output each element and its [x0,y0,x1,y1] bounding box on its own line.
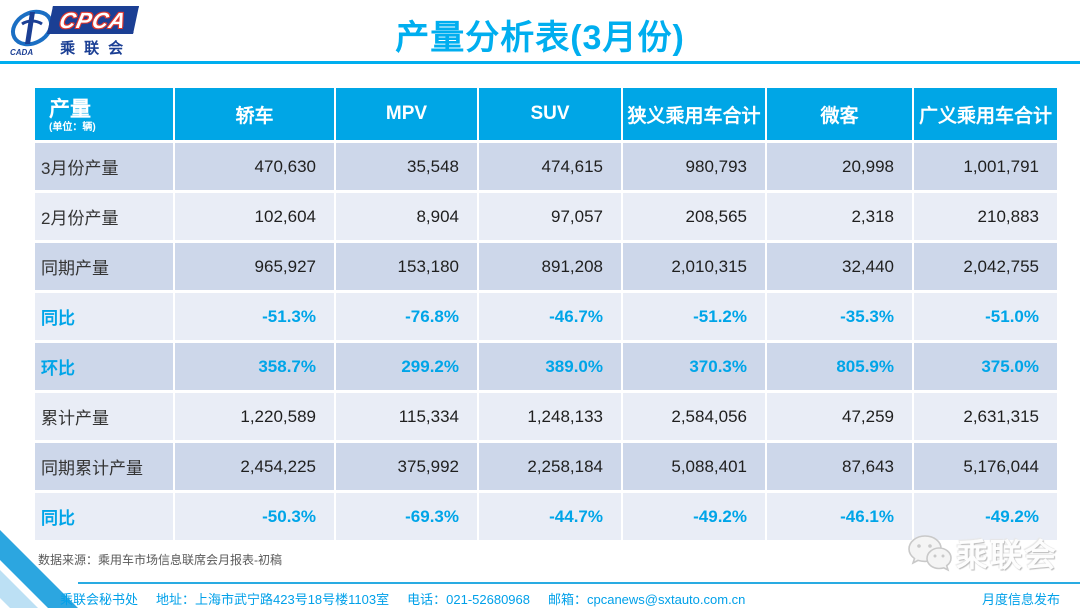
header-cell: 微客 [767,88,912,140]
row-label: 2月份产量 [35,193,173,240]
table-cell: -46.7% [479,293,621,340]
table-cell: 1,248,133 [479,393,621,440]
table-cell: 370.3% [623,343,765,390]
row-label: 同比 [35,493,173,540]
production-table: 产量 (单位：辆) 轿车 MPV SUV 狭义乘用车合计 微客 广义乘用车合计 … [33,85,1059,543]
logo-cn-name: 乘联会 [60,39,133,57]
table-cell: 2,010,315 [623,243,765,290]
table-cell: -51.0% [914,293,1057,340]
table-cell: -50.3% [175,493,334,540]
table-cell: 389.0% [479,343,621,390]
table-cell: 208,565 [623,193,765,240]
table-cell: 2,584,056 [623,393,765,440]
phone: 电话：021-52680968 [407,592,530,607]
table-row: 同比 -50.3% -69.3% -44.7% -49.2% -46.1% -49.2% [35,493,1057,540]
unit-note: (单位：辆) [49,121,96,133]
table-cell: 210,883 [914,193,1057,240]
table-cell: -51.3% [175,293,334,340]
header-cell: 轿车 [175,88,334,140]
table-cell: 102,604 [175,193,334,240]
table-cell: 153,180 [336,243,477,290]
table-cell: -46.1% [767,493,912,540]
table-cell: 891,208 [479,243,621,290]
table-cell: 32,440 [767,243,912,290]
table-cell: 8,904 [336,193,477,240]
table-cell: -69.3% [336,493,477,540]
address: 地址：上海市武宁路423号18号楼1103室 [156,592,390,607]
table-cell: 299.2% [336,343,477,390]
page-header: CADA CPCA 乘联会 产量分析表(3月份) [0,0,1080,62]
row-label: 3月份产量 [35,143,173,190]
table-header: 产量 (单位：辆) 轿车 MPV SUV 狭义乘用车合计 微客 广义乘用车合计 [35,88,1057,140]
contact-info: 乘联会秘书处 地址：上海市武宁路423号18号楼1103室 电话：021-526… [60,589,745,608]
row-label: 累计产量 [35,393,173,440]
table-cell: -44.7% [479,493,621,540]
footer-divider [78,582,1080,584]
row-label: 同期累计产量 [35,443,173,490]
table-cell: 87,643 [767,443,912,490]
table-row: 同期累计产量 2,454,225 375,992 2,258,184 5,088,401… [35,443,1057,490]
table-cell: -76.8% [336,293,477,340]
table-cell: 980,793 [623,143,765,190]
table-cell: 470,630 [175,143,334,190]
table-cell: 47,259 [767,393,912,440]
watermark-text: 乘联会 [955,537,1058,573]
title-divider [0,61,1080,64]
table-cell: 2,631,315 [914,393,1057,440]
org-name: 乘联会秘书处 [60,592,139,607]
wechat-watermark: 乘联会 [906,530,1058,576]
header-cell: MPV [336,88,477,140]
table-cell: 805.9% [767,343,912,390]
table-cell: 474,615 [479,143,621,190]
table-row: 2月份产量 102,604 8,904 97,057 208,565 2,318 210,8… [35,193,1057,240]
table-row: 环比 358.7% 299.2% 389.0% 370.3% 805.9% 375.0% [35,343,1057,390]
table-cell: -49.2% [623,493,765,540]
table-cell: 2,454,225 [175,443,334,490]
table-cell: 375,992 [336,443,477,490]
table-cell: 965,927 [175,243,334,290]
footer-bar: 乘联会秘书处 地址：上海市武宁路423号18号楼1103室 电话：021-526… [60,589,1060,608]
header-cell: SUV [479,88,621,140]
table-cell: 97,057 [479,193,621,240]
header-cell: 广义乘用车合计 [914,88,1057,140]
table-row: 同期产量 965,927 153,180 891,208 2,010,315 32,440… [35,243,1057,290]
table-cell: 2,318 [767,193,912,240]
table-cell: -35.3% [767,293,912,340]
table-cell: 1,220,589 [175,393,334,440]
page-title: 产量分析表(3月份) [395,19,685,57]
cpca-logo: CADA CPCA 乘联会 [8,4,173,60]
row-label: 同比 [35,293,173,340]
table-cell: 2,258,184 [479,443,621,490]
corner-stripes-decoration [0,530,78,608]
corner-label: 产量 [49,98,91,122]
emblem-text: CADA [10,48,33,57]
table-cell: -51.2% [623,293,765,340]
wechat-icon [908,535,952,572]
data-source-note: 数据来源：乘用车市场信息联席会月报表-初稿 [38,553,282,567]
email: 邮箱：cpcanews@sxtauto.com.cn [547,592,746,607]
table-cell: 5,176,044 [914,443,1057,490]
table-cell: 35,548 [336,143,477,190]
table-cell: 375.0% [914,343,1057,390]
table-cell: 115,334 [336,393,477,440]
header-cell: 狭义乘用车合计 [623,88,765,140]
table-body: 3月份产量 470,630 35,548 474,615 980,793 20,998 1,… [35,143,1057,540]
table-cell: 358.7% [175,343,334,390]
table-cell: 20,998 [767,143,912,190]
release-label: 月度信息发布 [981,592,1060,607]
header-corner: 产量 (单位：辆) [35,88,173,140]
table-cell: 2,042,755 [914,243,1057,290]
header-row: 产量 (单位：辆) 轿车 MPV SUV 狭义乘用车合计 微客 广义乘用车合计 [35,88,1057,140]
table-cell: 1,001,791 [914,143,1057,190]
row-label: 同期产量 [35,243,173,290]
table-row: 3月份产量 470,630 35,548 474,615 980,793 20,998 1,… [35,143,1057,190]
table-row: 累计产量 1,220,589 115,334 1,248,133 2,584,056 47… [35,393,1057,440]
row-label: 环比 [35,343,173,390]
table-cell: 5,088,401 [623,443,765,490]
table-cell: -49.2% [914,493,1057,540]
table-row: 同比 -51.3% -76.8% -46.7% -51.2% -35.3% -51.0% [35,293,1057,340]
